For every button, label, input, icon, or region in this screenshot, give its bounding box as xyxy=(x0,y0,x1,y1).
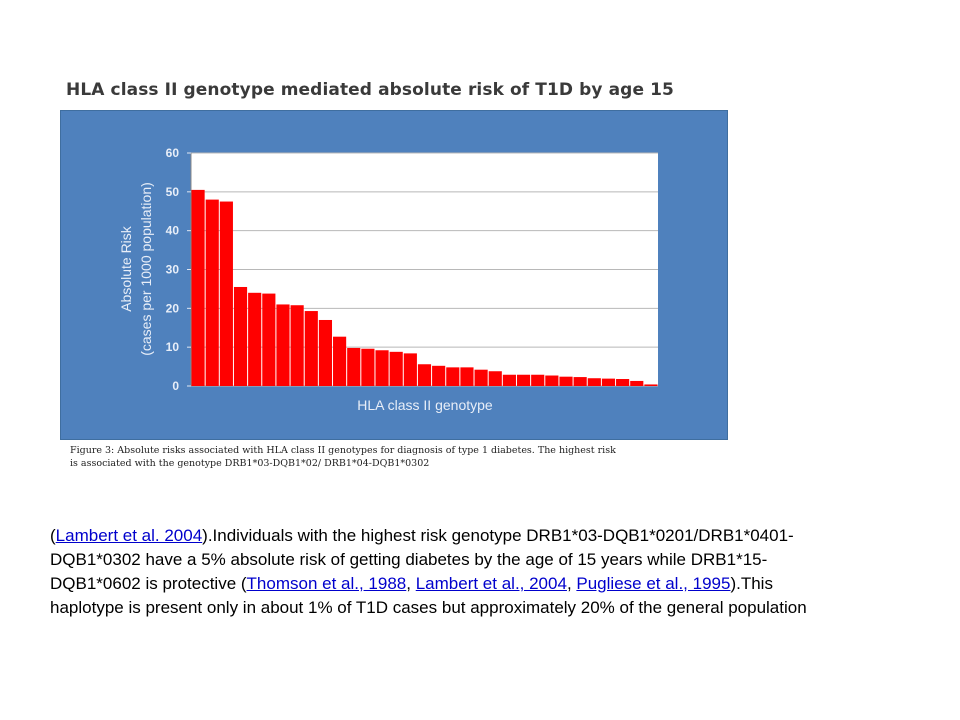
figure-caption: Figure 3: Absolute risks associated with… xyxy=(70,444,740,470)
bar-20 xyxy=(460,367,474,386)
bar-25 xyxy=(531,374,545,386)
bar-5 xyxy=(248,292,262,386)
bar-27 xyxy=(559,376,573,386)
bar-6 xyxy=(262,293,276,386)
separator: , xyxy=(566,574,577,593)
bar-33 xyxy=(644,384,658,386)
bar-32 xyxy=(630,380,644,386)
bar-9 xyxy=(304,311,318,386)
bar-3 xyxy=(219,201,233,386)
figure-title: HLA class II genotype mediated absolute … xyxy=(66,80,674,100)
paragraph-text-1: ).Individuals with the highest risk geno… xyxy=(50,526,794,593)
bar-1 xyxy=(191,189,205,386)
separator: , xyxy=(406,574,416,593)
y-tick-label-30: 30 xyxy=(166,263,180,277)
bar-7 xyxy=(276,304,290,386)
bar-4 xyxy=(233,286,248,386)
y-tick-label-20: 20 xyxy=(166,301,180,315)
caption-line-2: is associated with the genotype DRB1*03-… xyxy=(70,458,430,469)
bar-13 xyxy=(361,348,375,386)
y-tick-label-10: 10 xyxy=(166,340,180,354)
bar-29 xyxy=(587,378,601,386)
citation-link-lambert-2004[interactable]: Lambert et al. 2004 xyxy=(55,526,203,545)
bar-18 xyxy=(432,365,446,386)
bar-10 xyxy=(318,319,333,386)
bar-19 xyxy=(446,367,460,386)
bar-28 xyxy=(573,377,587,386)
bar-31 xyxy=(616,379,630,386)
bar-17 xyxy=(417,364,432,386)
bar-26 xyxy=(545,375,559,386)
bar-23 xyxy=(502,374,516,386)
bar-8 xyxy=(290,305,304,386)
bar-11 xyxy=(333,336,347,386)
citation-link-pugliese-1995[interactable]: Pugliese et al., 1995 xyxy=(576,574,731,593)
bar-chart: 0 10 20 30 40 50 60 Absolute Risk (cases per 1… xyxy=(118,146,658,413)
chart-panel: 0 10 20 30 40 50 60 Absolute Risk (cases per 1… xyxy=(60,110,728,440)
y-tick-label-40: 40 xyxy=(166,224,180,238)
bar-12 xyxy=(347,347,361,386)
body-paragraph: (Lambert et al. 2004).Individuals with t… xyxy=(50,526,807,617)
bar-2 xyxy=(205,199,219,386)
y-axis-label: Absolute Risk xyxy=(118,225,134,312)
bar-22 xyxy=(488,371,502,386)
bar-21 xyxy=(474,369,488,386)
bars xyxy=(191,189,658,386)
citation-link-lambert-2004b[interactable]: Lambert et al., 2004 xyxy=(415,574,567,593)
bar-14 xyxy=(375,350,389,386)
y-tick-label-0: 0 xyxy=(172,379,179,393)
caption-line-1: Figure 3: Absolute risks associated with… xyxy=(70,445,616,456)
y-tick-label-60: 60 xyxy=(166,146,180,160)
y-tick-label-50: 50 xyxy=(166,185,180,199)
y-ticks: 0 10 20 30 40 50 60 xyxy=(166,146,191,393)
citation-link-thomson-1988[interactable]: Thomson et al., 1988 xyxy=(246,574,407,593)
bar-30 xyxy=(601,378,616,386)
bar-16 xyxy=(403,353,417,386)
bar-15 xyxy=(389,351,403,386)
paragraph-text-2: ).This haplotype is present only in abou… xyxy=(50,574,807,617)
x-axis-label: HLA class II genotype xyxy=(357,397,493,413)
bar-24 xyxy=(516,374,531,386)
y-axis-label-units: (cases per 1000 population) xyxy=(138,182,154,356)
